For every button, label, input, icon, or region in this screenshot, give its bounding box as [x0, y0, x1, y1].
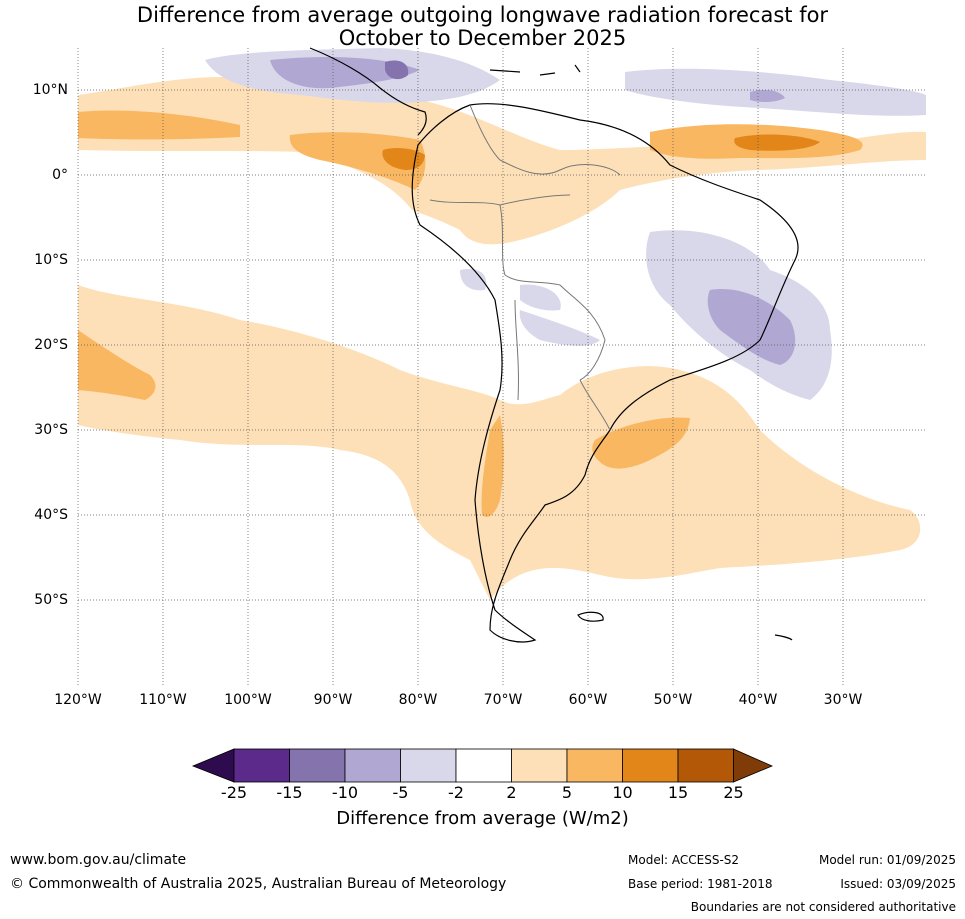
positive-anomaly-medium-6 [592, 417, 690, 469]
colorbar-bin-6 [511, 748, 568, 783]
lon-label-120w: 120°W [54, 692, 102, 708]
lat-label-10n: 10°N [32, 82, 68, 98]
negative-anomaly-medium [270, 57, 420, 89]
colorbar-bin-3 [344, 748, 401, 783]
footer-base-period: Base period: 1981-2018 [628, 877, 773, 891]
colorbar-tick: -25 [220, 783, 248, 802]
lon-label-90w: 90°W [313, 692, 353, 708]
positive-anomaly-medium-4 [78, 330, 156, 400]
lat-label-50s: 50°S [34, 592, 68, 608]
negative-anomaly-strong [385, 60, 409, 80]
lat-label-20s: 20°S [34, 337, 68, 353]
lat-label-30s: 30°S [34, 422, 68, 438]
anomaly-fields [78, 48, 926, 600]
colorbar-tick: 15 [667, 783, 689, 802]
lon-label-110w: 110°W [139, 692, 187, 708]
negative-anomaly-light-6 [460, 269, 487, 291]
lat-label-0: 0° [52, 167, 68, 183]
colorbar-tick: -5 [392, 783, 409, 802]
colorbar-tick: -2 [448, 783, 464, 802]
colorbar-low-extend [191, 748, 235, 783]
lon-label-50w: 50°W [653, 692, 693, 708]
colorbar-tick: 2 [506, 783, 517, 802]
lat-label-10s: 10°S [34, 252, 68, 268]
colorbar-bin-8 [622, 748, 679, 783]
positive-anomaly-medium-5 [481, 415, 504, 517]
footer-model-run: Model run: 01/09/2025 [818, 853, 956, 867]
lon-label-100w: 100°W [224, 692, 272, 708]
lat-label-40s: 40°S [34, 507, 68, 523]
falklands [577, 611, 604, 622]
positive-anomaly-medium-2 [289, 132, 426, 190]
title-line-2: October to December 2025 [338, 26, 627, 50]
colorbar-bin-9 [677, 748, 734, 783]
lon-label-30w: 30°W [823, 692, 863, 708]
colorbar-high-extend [733, 748, 774, 783]
colorbar-tick: 10 [612, 783, 633, 802]
colorbar-tick: 5 [561, 783, 573, 802]
south-georgia [774, 634, 793, 641]
positive-anomaly-medium [78, 110, 240, 140]
colorbar-tick: 25 [723, 783, 744, 802]
footer-url[interactable]: www.bom.gov.au/climate [10, 852, 187, 868]
lon-label-70w: 70°W [483, 692, 523, 708]
country-borders [429, 104, 621, 431]
footer-disclaimer: Boundaries are not considered authoritat… [690, 900, 956, 914]
central-america-coast [309, 47, 427, 136]
footer-copyright: © Commonwealth of Australia 2025, Austra… [10, 876, 507, 892]
lon-label-80w: 80°W [398, 692, 438, 708]
title-line-1: Difference from average outgoing longwav… [136, 3, 829, 27]
south-america-coast [411, 103, 799, 643]
negative-anomaly-light-5 [519, 310, 600, 346]
colorbar-tick: -10 [331, 783, 359, 802]
colorbar-bin-1 [233, 748, 290, 783]
gridlines [77, 48, 926, 685]
caribbean-islands [489, 64, 581, 76]
colorbar-title: Difference from average (W/m2) [336, 808, 629, 829]
colorbar-bin-2 [289, 748, 346, 783]
chart-title: Difference from average outgoing longwav… [0, 4, 965, 50]
colorbar-bin-4 [400, 748, 457, 783]
colorbar-bin-7 [566, 748, 623, 783]
colorbar-bin-5 [455, 748, 512, 783]
lon-label-60w: 60°W [568, 692, 608, 708]
footer-issued: Issued: 03/09/2025 [840, 877, 956, 891]
coastlines [309, 47, 799, 643]
colorbar-tick: -15 [276, 783, 303, 802]
positive-anomaly-strong-2 [734, 134, 820, 151]
lon-label-40w: 40°W [738, 692, 778, 708]
colorbar [191, 748, 774, 783]
footer-model: Model: ACCESS-S2 [628, 853, 740, 867]
negative-anomaly-light-4 [520, 284, 561, 311]
negative-anomaly-medium-3 [750, 90, 785, 103]
